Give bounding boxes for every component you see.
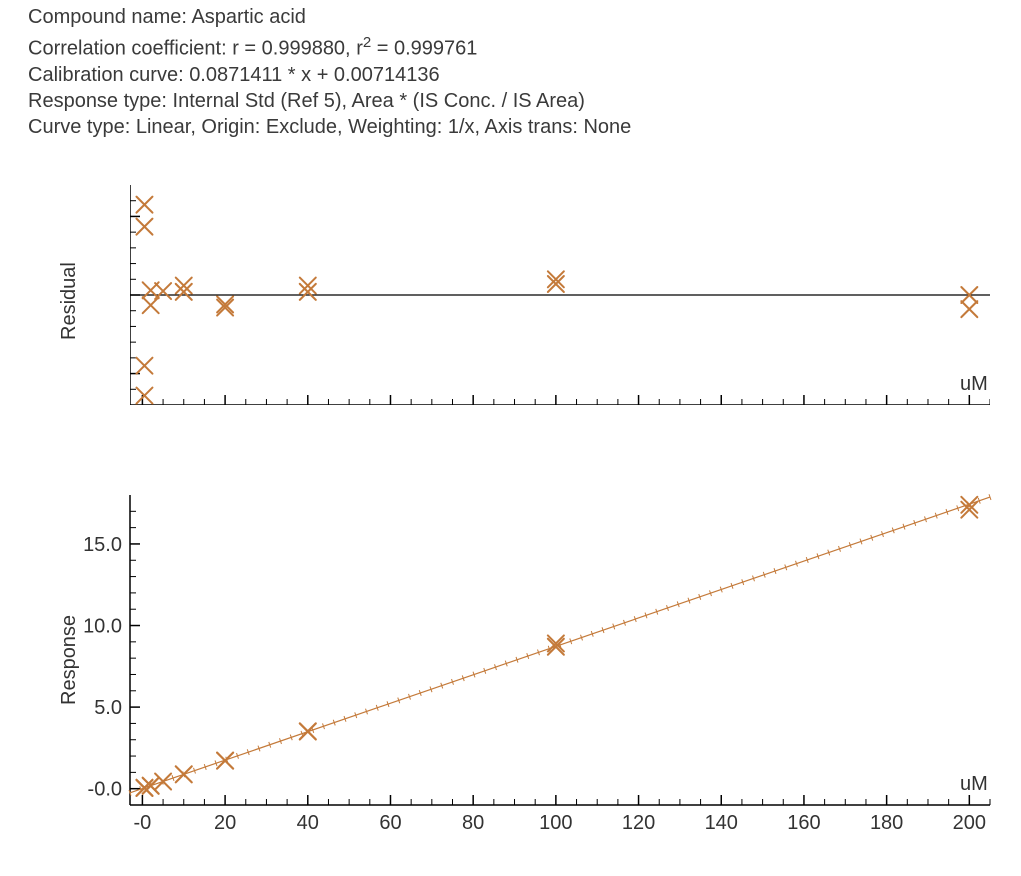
svg-text:60: 60: [379, 812, 401, 834]
svg-text:100: 100: [539, 812, 572, 834]
cal-label: Calibration curve:: [28, 64, 184, 86]
corr-r2-prefix: r: [356, 38, 363, 60]
svg-text:20: 20: [214, 812, 236, 834]
svg-text:160: 160: [787, 812, 820, 834]
header-block: Compound name: Aspartic acid Correlation…: [28, 4, 631, 140]
svg-text:80: 80: [462, 812, 484, 834]
compound-value: Aspartic acid: [191, 6, 306, 28]
svg-text:-0.0: -0.0: [88, 779, 122, 801]
response-chart: Response -0.05.010.015.0-020406080100120…: [130, 495, 990, 845]
calibration-report: Compound name: Aspartic acid Correlation…: [0, 0, 1021, 876]
corr-r2-sup: 2: [363, 34, 371, 51]
residual-xunit: uM: [960, 373, 988, 396]
corr-r: r = 0.999880,: [232, 38, 350, 60]
response-type-line: Response type: Internal Std (Ref 5), Are…: [28, 88, 631, 114]
svg-text:140: 140: [705, 812, 738, 834]
svg-text:200: 200: [953, 812, 986, 834]
corr-label: Correlation coefficient:: [28, 38, 227, 60]
resp-value: Internal Std (Ref 5), Area * (IS Conc. /…: [173, 90, 585, 112]
svg-text:5.0: 5.0: [94, 697, 122, 719]
resp-label: Response type:: [28, 90, 167, 112]
svg-text:-0: -0: [134, 812, 152, 834]
svg-text:15.0: 15.0: [83, 534, 122, 556]
curve-label: Curve type:: [28, 116, 130, 138]
response-xunit: uM: [960, 773, 988, 796]
calibration-line: Calibration curve: 0.0871411 * x + 0.007…: [28, 62, 631, 88]
correlation-line: Correlation coefficient: r = 0.999880, r…: [28, 30, 631, 62]
curve-value: Linear, Origin: Exclude, Weighting: 1/x,…: [136, 116, 631, 138]
compound-label: Compound name:: [28, 6, 187, 28]
residual-ylabel: Residual: [58, 262, 81, 340]
svg-text:180: 180: [870, 812, 903, 834]
corr-r2-rest: = 0.999761: [371, 38, 477, 60]
residual-svg: -10.00.010.0: [130, 185, 990, 405]
svg-text:40: 40: [297, 812, 319, 834]
residual-chart: Residual -10.00.010.0 uM: [130, 185, 990, 405]
response-ylabel: Response: [58, 615, 81, 705]
compound-line: Compound name: Aspartic acid: [28, 4, 631, 30]
cal-value: 0.0871411 * x + 0.00714136: [189, 64, 439, 86]
svg-text:10.0: 10.0: [83, 616, 122, 638]
svg-text:120: 120: [622, 812, 655, 834]
response-svg: -0.05.010.015.0-020406080100120140160180…: [130, 495, 990, 805]
curve-type-line: Curve type: Linear, Origin: Exclude, Wei…: [28, 114, 631, 140]
